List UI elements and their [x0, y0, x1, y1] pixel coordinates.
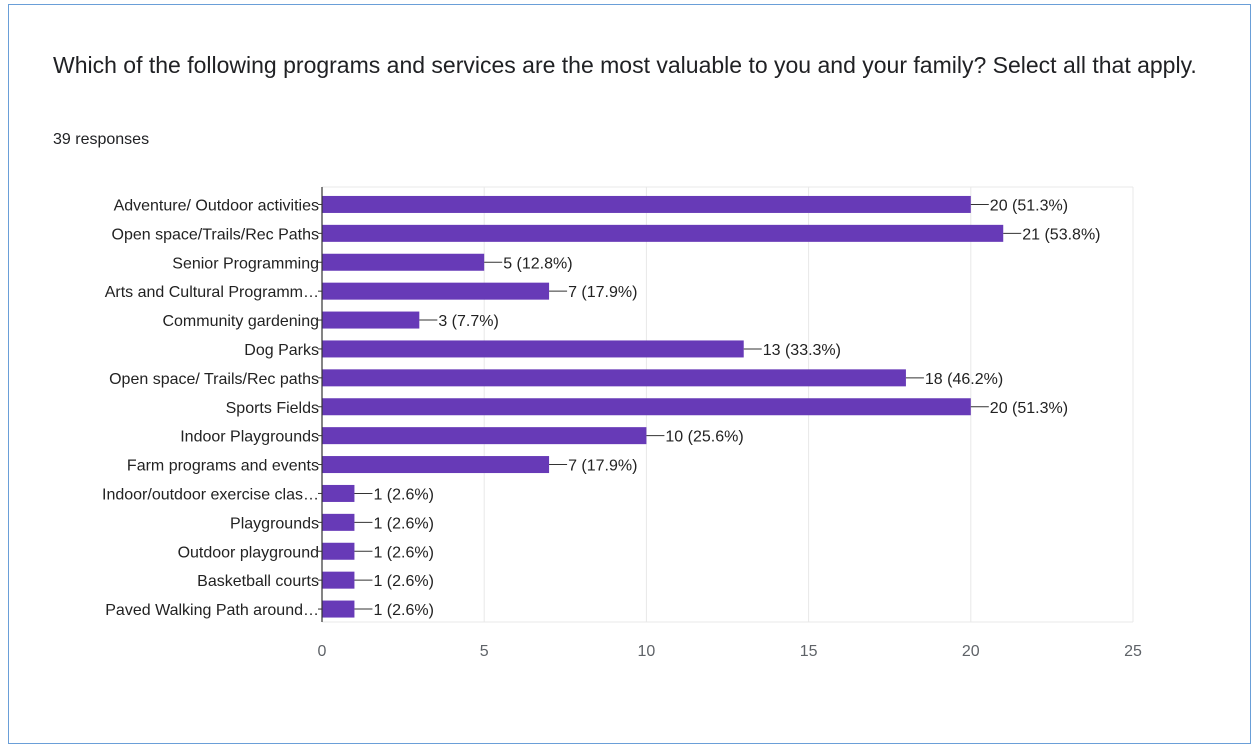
- category-label: Open space/Trails/Rec Paths: [112, 226, 320, 243]
- labels: 0 5 10 15 20 25 Adventure/ Outdoor activities 2…: [102, 197, 1142, 660]
- category-label: Dog Parks: [244, 342, 319, 359]
- x-tick-label: 5: [480, 643, 489, 660]
- bar: [322, 571, 355, 589]
- bar: [322, 195, 971, 213]
- data-label: 20 (51.3%): [990, 197, 1068, 214]
- x-tick-label: 10: [638, 643, 656, 660]
- category-label: Adventure/ Outdoor activities: [114, 197, 319, 214]
- data-label: 7 (17.9%): [568, 458, 637, 475]
- x-tick-label: 25: [1124, 643, 1142, 660]
- bar: [322, 427, 647, 445]
- question-title: Which of the following programs and serv…: [53, 52, 1197, 78]
- bar: [322, 542, 355, 560]
- category-label: Arts and Cultural Programm…: [105, 284, 319, 301]
- bar: [322, 340, 744, 358]
- bar: [322, 253, 485, 271]
- bar: [322, 398, 971, 416]
- category-label: Open space/ Trails/Rec paths: [109, 371, 319, 388]
- bar: [322, 513, 355, 531]
- category-label: Community gardening: [162, 313, 319, 330]
- data-label: 3 (7.7%): [438, 313, 498, 330]
- category-label: Sports Fields: [226, 400, 319, 417]
- data-label: 1 (2.6%): [373, 486, 433, 503]
- data-label: 1 (2.6%): [373, 602, 433, 619]
- data-label: 7 (17.9%): [568, 284, 637, 301]
- data-label: 1 (2.6%): [373, 573, 433, 590]
- category-label: Indoor/outdoor exercise clas…: [102, 486, 319, 503]
- bar: [322, 282, 550, 300]
- bar: [322, 311, 420, 329]
- category-label: Farm programs and events: [127, 458, 319, 475]
- category-label: Outdoor playground: [178, 544, 319, 561]
- category-label: Paved Walking Path around…: [105, 602, 319, 619]
- bar: [322, 224, 1004, 242]
- data-label: 1 (2.6%): [373, 544, 433, 561]
- bars: [322, 195, 1004, 618]
- bar: [322, 600, 355, 618]
- category-label: Senior Programming: [172, 255, 319, 272]
- category-label: Indoor Playgrounds: [180, 429, 319, 446]
- data-label: 10 (25.6%): [665, 429, 743, 446]
- data-label: 5 (12.8%): [503, 255, 572, 272]
- data-label: 18 (46.2%): [925, 371, 1003, 388]
- response-count: 39 responses: [53, 131, 150, 148]
- data-label: 20 (51.3%): [990, 400, 1068, 417]
- x-tick-label: 20: [962, 643, 980, 660]
- x-tick-label: 0: [318, 643, 327, 660]
- data-label: 13 (33.3%): [763, 342, 841, 359]
- bar: [322, 456, 550, 474]
- x-tick-label: 15: [800, 643, 818, 660]
- data-label: 21 (53.8%): [1022, 226, 1100, 243]
- data-label: 1 (2.6%): [373, 515, 433, 532]
- category-label: Basketball courts: [197, 573, 319, 590]
- bar: [322, 369, 906, 387]
- axes: [318, 187, 1022, 622]
- bar: [322, 484, 355, 502]
- category-label: Playgrounds: [230, 515, 319, 532]
